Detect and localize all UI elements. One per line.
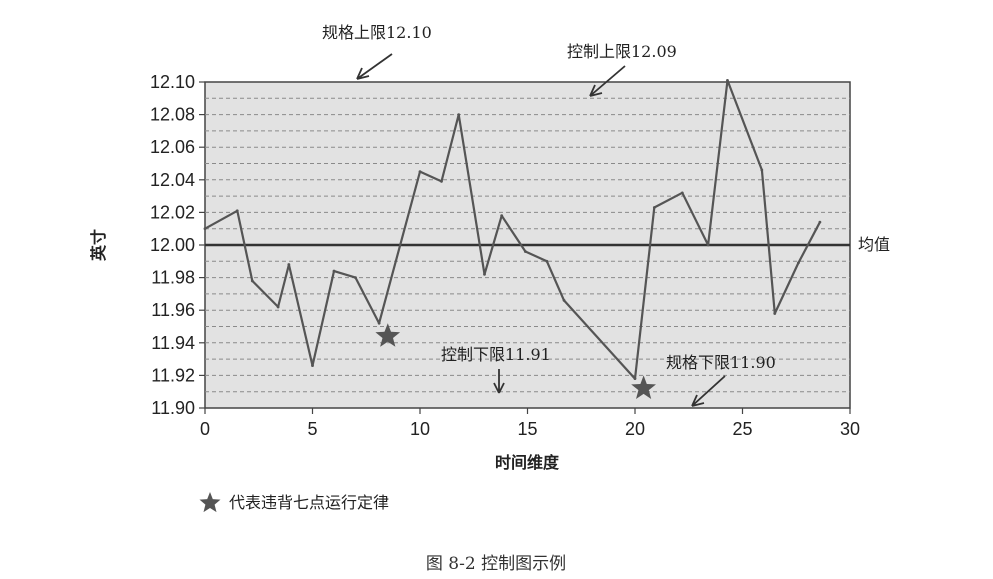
- data-point: [680, 191, 684, 195]
- data-point: [500, 214, 504, 218]
- violation-star-icon: [631, 375, 656, 399]
- y-tick-label: 12.10: [150, 72, 195, 92]
- y-tick-label: 11.96: [151, 300, 195, 320]
- x-tick-label: 30: [840, 419, 860, 439]
- data-point: [311, 364, 314, 368]
- lsl-annotation: 规格下限11.90: [666, 353, 776, 372]
- data-point: [332, 269, 336, 273]
- ucl-arrow: [589, 65, 626, 97]
- mean-annotation: 均值: [858, 235, 890, 254]
- data-point: [773, 312, 777, 315]
- figure-caption: 图 8-2 控制图示例: [426, 554, 566, 574]
- data-point: [250, 279, 254, 283]
- grid-lines: [205, 97, 850, 393]
- data-point: [797, 261, 800, 265]
- x-tick-label: 15: [517, 419, 537, 439]
- axes: 12.10 12.08 12.06 12.04 12.02 12.00 11.98 11.96…: [150, 72, 860, 439]
- y-tick-label: 12.02: [150, 202, 195, 222]
- ucl-annotation: 控制上限12.09: [567, 42, 677, 61]
- violation-markers: [375, 323, 656, 399]
- x-tick-label: 5: [307, 419, 317, 439]
- data-point: [287, 263, 291, 266]
- x-axis-title: 时间维度: [495, 453, 560, 472]
- data-point: [818, 220, 822, 224]
- usl-annotation: 规格上限12.10: [322, 23, 432, 42]
- legend-star-icon: [199, 492, 221, 513]
- data-point: [726, 78, 729, 82]
- y-tick-label: 11.98: [151, 268, 195, 288]
- x-tick-label: 10: [410, 419, 430, 439]
- y-axis-title: 英寸: [89, 229, 108, 262]
- y-tick-label: 11.94: [151, 333, 195, 353]
- data-point: [354, 276, 357, 279]
- data-point: [545, 259, 549, 263]
- data-point: [276, 305, 280, 309]
- y-tick-label: 12.08: [150, 105, 195, 125]
- y-tick-label: 12.00: [150, 235, 195, 255]
- data-point: [457, 113, 461, 116]
- data-point: [760, 168, 764, 172]
- legend-label: 代表违背七点运行定律: [229, 493, 389, 512]
- series-line: [204, 79, 821, 380]
- x-tick-label: 25: [732, 419, 752, 439]
- data-point: [377, 321, 381, 325]
- lsl-arrow: [691, 375, 726, 407]
- data-point: [418, 170, 422, 174]
- data-point: [706, 243, 710, 247]
- data-point: [562, 299, 566, 302]
- data-point: [523, 250, 527, 253]
- data-point: [483, 272, 486, 276]
- usl-arrow: [356, 53, 393, 80]
- data-point: [235, 209, 239, 213]
- data-point: [633, 377, 637, 381]
- lcl-arrow: [493, 369, 505, 394]
- data-point: [652, 206, 656, 209]
- x-tick-label: 0: [200, 419, 210, 439]
- violation-star-icon: [375, 323, 401, 347]
- data-series: [203, 78, 822, 381]
- y-tick-label: 12.04: [150, 170, 195, 190]
- y-tick-label: 12.06: [150, 137, 195, 157]
- y-tick-label: 11.92: [151, 365, 195, 385]
- lcl-annotation: 控制下限11.91: [441, 345, 551, 364]
- y-tick-label: 11.90: [151, 398, 195, 418]
- data-point: [203, 227, 207, 231]
- data-point: [440, 180, 443, 183]
- x-tick-label: 20: [625, 419, 645, 439]
